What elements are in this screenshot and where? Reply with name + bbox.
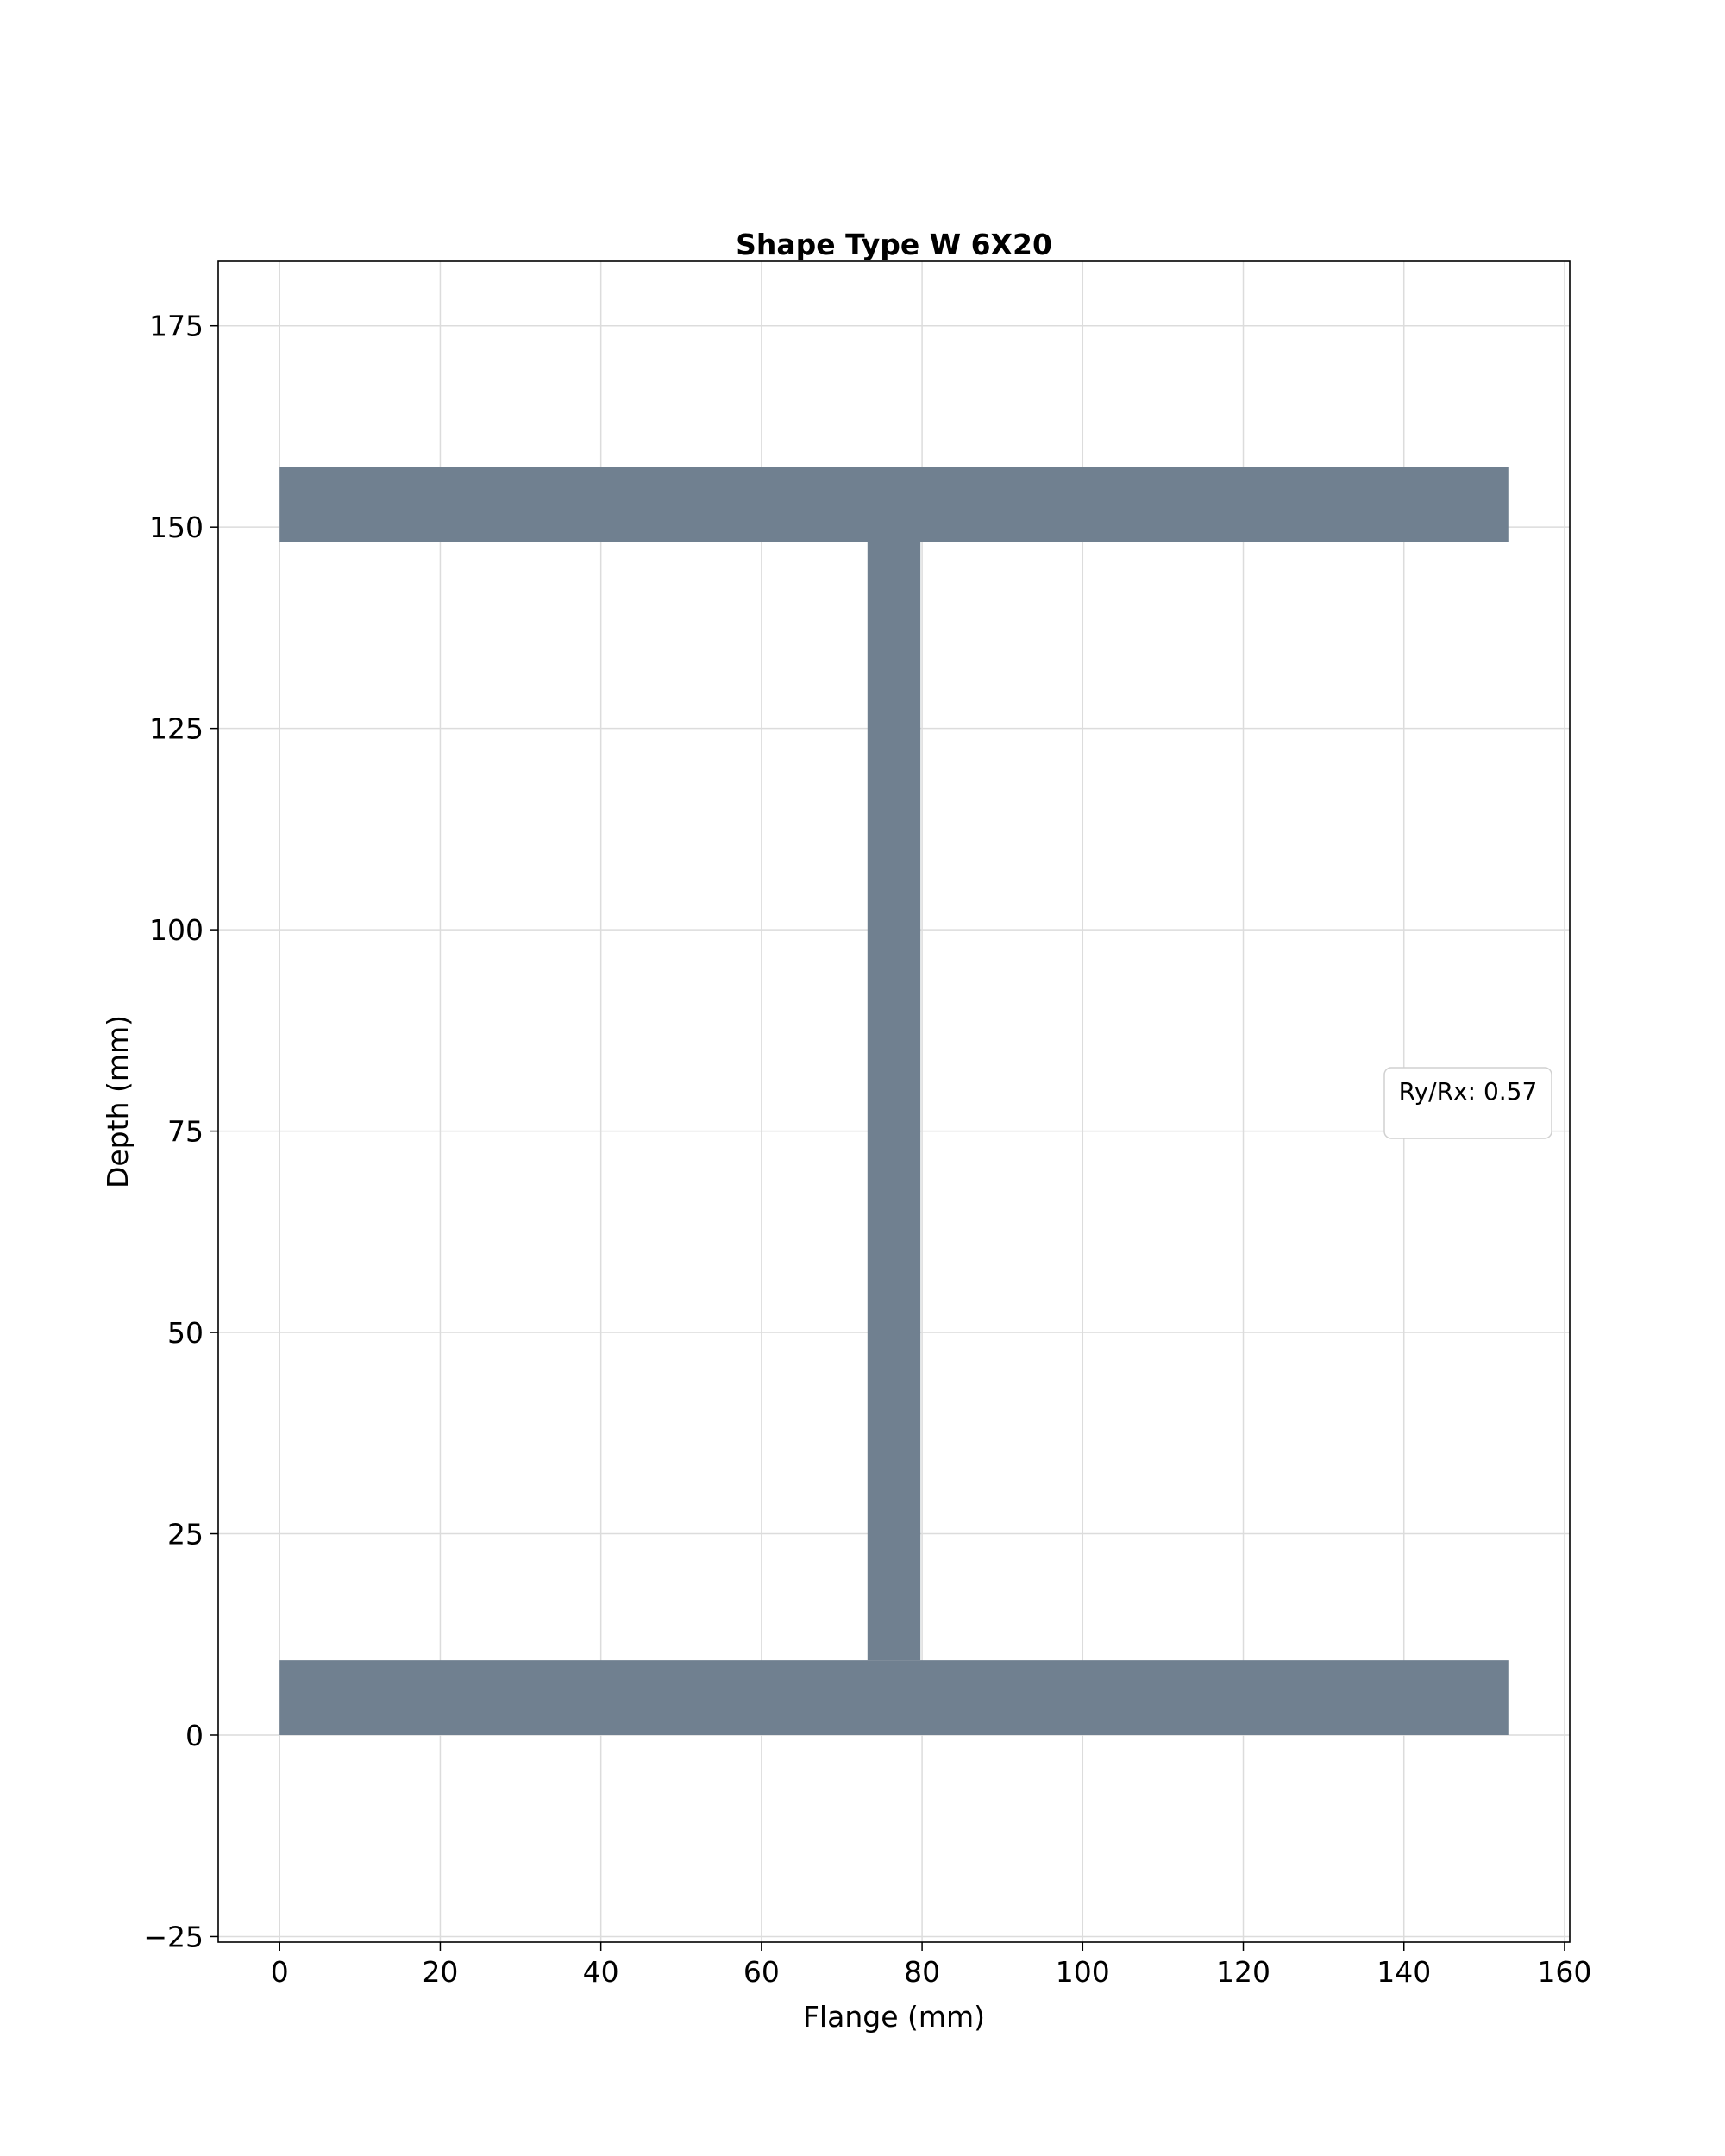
axis-ticks: 0 20 40 60 80 100 120 140 160 −25 0 25 50 75 100 125 150… — [143, 310, 1591, 1989]
y-tick-label: 25 — [167, 1518, 204, 1551]
top-flange-polygon — [279, 467, 1509, 542]
y-tick-label: 50 — [167, 1316, 204, 1350]
bottom-flange-polygon — [279, 1660, 1509, 1735]
y-tick-label: 100 — [149, 913, 204, 947]
x-tick-label: 100 — [1056, 1955, 1110, 1989]
x-tick-label: 140 — [1377, 1955, 1431, 1989]
x-axis-label: Flange (mm) — [803, 2000, 985, 2034]
annotation-text: Ry/Rx: 0.57 — [1399, 1077, 1538, 1106]
plot-frame — [217, 260, 1571, 1943]
web-polygon — [867, 542, 921, 1661]
y-tick-label: −25 — [143, 1920, 204, 1953]
chart-title: Shape Type W 6X20 — [736, 228, 1052, 261]
x-tick-label: 160 — [1537, 1955, 1591, 1989]
y-tick-label: 125 — [149, 712, 204, 746]
x-tick-label: 80 — [904, 1955, 940, 1989]
y-axis-label: Depth (mm) — [101, 1015, 135, 1188]
x-tick-label: 0 — [271, 1955, 289, 1989]
ratio-annotation: Ry/Rx: 0.57 — [1383, 1067, 1552, 1139]
shape-polygons — [279, 467, 1509, 1735]
y-tick-label: 150 — [149, 511, 204, 544]
y-tick-label: 75 — [167, 1115, 204, 1149]
y-tick-label: 0 — [185, 1719, 204, 1752]
x-tick-label: 20 — [422, 1955, 458, 1989]
x-tick-label: 120 — [1216, 1955, 1270, 1989]
x-tick-label: 60 — [743, 1955, 780, 1989]
x-tick-label: 40 — [583, 1955, 619, 1989]
annotation-box — [1383, 1067, 1552, 1139]
y-tick-label: 175 — [149, 310, 204, 343]
